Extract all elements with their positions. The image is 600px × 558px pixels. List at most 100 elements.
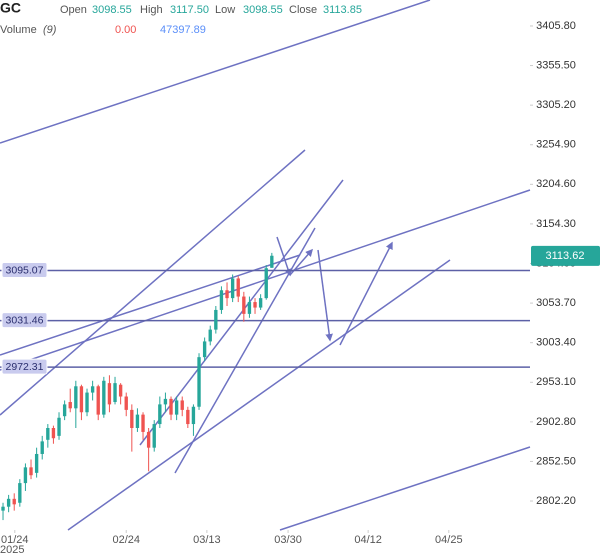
candle-body [197, 357, 201, 407]
drawings [0, 0, 531, 531]
candle-body [158, 404, 162, 425]
arrow [276, 236, 292, 277]
candle-body [264, 268, 268, 299]
trend-line [67, 259, 451, 531]
x-tick-label: 01/24 [1, 534, 29, 546]
legend-label: Open [60, 4, 87, 16]
candle-body [191, 406, 196, 425]
y-tick-label: 3355.50 [536, 59, 576, 71]
trend-line [279, 446, 531, 531]
candle-body [258, 298, 263, 308]
x-tick-label: 03/13 [193, 534, 221, 546]
y-tick-label: 3254.90 [536, 139, 576, 151]
symbol: GC [0, 0, 21, 16]
legend-value: 3098.55 [243, 4, 283, 16]
line-label-box [1, 312, 48, 329]
candle-body [79, 386, 84, 413]
candle-body [96, 386, 100, 415]
candle-body [34, 453, 39, 473]
candle-body [180, 400, 184, 410]
line-label: 2972.31 [6, 361, 44, 373]
legend-value: 3098.55 [92, 4, 132, 16]
price-tag-label: 3113.62 [546, 250, 585, 262]
candle-body [118, 384, 123, 397]
legend-label: (9) [43, 24, 57, 36]
x-tick-label: 02/24 [112, 534, 140, 546]
arrow [339, 241, 393, 346]
candle-body [85, 392, 89, 413]
y-tick-label: 3053.70 [536, 297, 576, 309]
y-tick-label: 3154.30 [536, 218, 576, 230]
candle-body [247, 302, 252, 314]
candle-body [23, 467, 28, 484]
x-tick-label: 04/25 [435, 534, 463, 546]
candle-body [124, 396, 128, 410]
candle-body [174, 400, 179, 415]
arrow [317, 249, 333, 342]
legend-value: 0.00 [115, 24, 136, 36]
legend-value: 3113.85 [323, 4, 362, 16]
y-tick-label: 2953.10 [536, 376, 576, 388]
y-tick-label: 3405.80 [536, 20, 576, 32]
candle-body [225, 290, 229, 299]
legend-label: Low [215, 4, 235, 16]
candle-body [135, 414, 140, 428]
y-tick-label: 2902.80 [536, 416, 576, 428]
candle-body [236, 278, 240, 297]
candle-body [163, 398, 168, 405]
trend-line [139, 179, 344, 446]
candle-body [146, 431, 151, 448]
trend-line [0, 254, 301, 356]
candle-body [12, 498, 16, 505]
y-tick-label: 3305.20 [536, 99, 576, 111]
candle-body [57, 417, 61, 436]
trend-line [0, 149, 306, 416]
candle-body [113, 383, 117, 403]
candle-body [74, 386, 78, 409]
candle-body [130, 409, 134, 428]
candle-body [68, 402, 72, 409]
candle-body [102, 380, 106, 415]
candle-body [242, 296, 246, 314]
legend-value: 3117.50 [170, 4, 209, 16]
y-tick-label: 3204.60 [536, 178, 576, 190]
legend-label: Close [289, 4, 317, 16]
candle-body [214, 309, 218, 330]
line-label-box [1, 262, 48, 279]
candle-body [141, 414, 145, 432]
x-year-label: 2025 [0, 544, 24, 556]
candle-body [152, 424, 156, 448]
candle-body [169, 398, 173, 415]
x-tick-label: 04/12 [354, 534, 382, 546]
trend-line [174, 227, 316, 474]
plot-area [0, 252, 530, 521]
trend-line [0, 0, 431, 144]
candle-body [18, 483, 22, 503]
legend-label: High [140, 4, 163, 16]
y-tick-label: 3003.40 [536, 337, 576, 349]
line-label: 3031.46 [6, 314, 44, 326]
candle-body [253, 302, 257, 308]
candle-body [1, 506, 5, 511]
line-label: 3095.07 [6, 264, 44, 276]
candle-body [186, 409, 190, 425]
y-tick-label: 2852.50 [536, 455, 576, 467]
candle-body [90, 386, 95, 393]
candle-body [202, 341, 207, 358]
candle-body [51, 427, 56, 439]
x-tick-label: 03/30 [274, 534, 302, 546]
legend-label: Volume [0, 24, 37, 36]
candle-body [208, 329, 212, 342]
candle-body [107, 383, 112, 405]
price-tag [531, 245, 600, 266]
candle-body [62, 404, 67, 417]
candle-body [29, 467, 33, 476]
candle-body [40, 441, 44, 454]
y-tick-label: 2802.20 [536, 495, 576, 507]
line-label-box [1, 358, 48, 375]
candle-body [6, 498, 11, 507]
candle-body [46, 427, 50, 440]
legend-value: 47397.89 [160, 24, 206, 36]
candle-body [230, 278, 235, 299]
